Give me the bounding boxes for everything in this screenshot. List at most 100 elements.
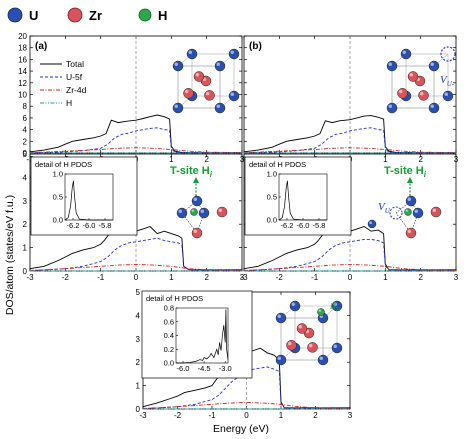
y-tick-label: 12 [18,79,27,88]
zr-atom-highlight [206,91,210,96]
y-tick-label: 4 [136,311,141,320]
y-tick-label: 10 [18,91,27,100]
series-legend: Total U-5f Zr-4d H [40,59,87,108]
inset-x-tick-label: -6.0 [83,221,96,230]
y-tick-label: 2 [136,358,141,367]
u-atom-highlight [291,302,295,306]
u-atom-highlight [200,209,204,213]
species-label-u: U [29,8,38,23]
x-tick-label: -2 [62,273,70,282]
tsite-label: T-site Hi [170,165,213,179]
u-atom [198,207,210,219]
x-tick-label: -3 [139,411,147,420]
y-tick-label: 2 [23,220,28,229]
u-atom-highlight [193,197,197,201]
zr-atom-highlight [420,91,424,96]
tsite-label-sub: i [210,170,213,179]
u-atom [386,102,398,114]
u-atom-highlight [402,50,406,54]
x-tick-label: 2 [204,155,209,164]
y-tick-label: 3 [23,197,28,206]
y-tick-label: 16 [18,55,27,64]
u-atom [412,207,424,219]
u-atom [191,195,203,207]
inset-x-tick-label: -5.8 [313,221,326,230]
x-tick-label: 0 [134,273,139,282]
u-atom [214,60,226,72]
x-tick-label: -3 [240,273,248,282]
zr-atom [397,88,408,99]
series-line-total [29,114,242,154]
h-atom-highlight [405,209,408,212]
zr-atom-highlight [195,73,199,77]
u-atom-highlight [414,209,418,213]
x-tick-label: 0 [244,411,249,420]
series-line-zr-4d [29,263,243,271]
y-tick-label: 3 [136,335,141,344]
tsite-arrow-head [193,177,199,183]
u-atom [367,219,377,229]
x-tick-label: 1 [279,411,284,420]
zr-atom-highlight [407,229,411,233]
x-tick-label: -2 [276,273,284,282]
series-line-u-5f [243,238,457,271]
zr-atom-icon [67,7,83,23]
y-tick-label: 1 [23,244,28,253]
u-atom-highlight [388,104,392,108]
inset-title: detail of H PDOS [35,160,92,169]
h-atom [190,208,198,216]
inset-y-tick-label: 0.2 [164,345,174,354]
zr-atom-highlight [309,343,313,348]
x-tick-label: 2 [418,155,423,164]
x-tick-label: -1 [208,411,216,420]
y-tick-label: 8 [23,102,28,111]
inset-y-tick-label: 1.0 [267,170,277,179]
x-tick-label: 2 [418,273,423,282]
inset-y-tick-label: 0.6 [164,317,174,326]
u-atom [172,60,184,72]
h-atom-highlight [318,309,321,312]
u-atom-highlight [230,50,234,54]
zr-atom-highlight [193,229,197,233]
y-tick-label: 18 [18,44,27,53]
y-tick-label: 0 [136,405,141,414]
inset-h-pdos-line [64,180,113,221]
x-tick-label: 1 [169,155,174,164]
zr-atom [216,206,228,218]
u-atom-icon [7,7,23,23]
inset-title: detail of H PDOS [146,294,203,303]
x-tick-label: -1 [97,273,105,282]
inset-x-tick-label: -6.0 [297,221,310,230]
inset-y-tick-label: 0.5 [53,193,63,202]
inset-y-tick-label: 1.0 [53,170,63,179]
y-tick-label: 4 [23,173,28,182]
series-line-zr-4d [142,401,351,409]
zr-atom-highlight [409,73,413,77]
u-atom-highlight [188,50,192,54]
species-label-zr: Zr [89,8,102,23]
series-line-total [243,115,456,154]
u-atom-highlight [216,62,220,66]
u-atom [331,342,343,354]
zr-atom [204,90,215,101]
u-atom-highlight [369,221,372,225]
inset-x-tick-label: -6.0 [177,364,190,373]
tsite-label-sub: i [424,170,427,179]
zr-atom [191,227,203,239]
u-atom [275,354,287,366]
u-atom-highlight [174,62,178,66]
y-tick-label: 5 [23,150,28,159]
zr-atom-highlight [399,89,403,94]
x-tick-label: 2 [204,273,209,282]
legend-label: Zr-4d [66,85,87,95]
y-tick-label: 4 [23,126,28,135]
x-tick-label: 3 [348,411,353,420]
u-atom-highlight [430,104,434,108]
u-atom [428,60,440,72]
u-atom-highlight [319,356,323,360]
zr-atom [418,90,429,101]
series-line-u-5f [29,127,242,154]
